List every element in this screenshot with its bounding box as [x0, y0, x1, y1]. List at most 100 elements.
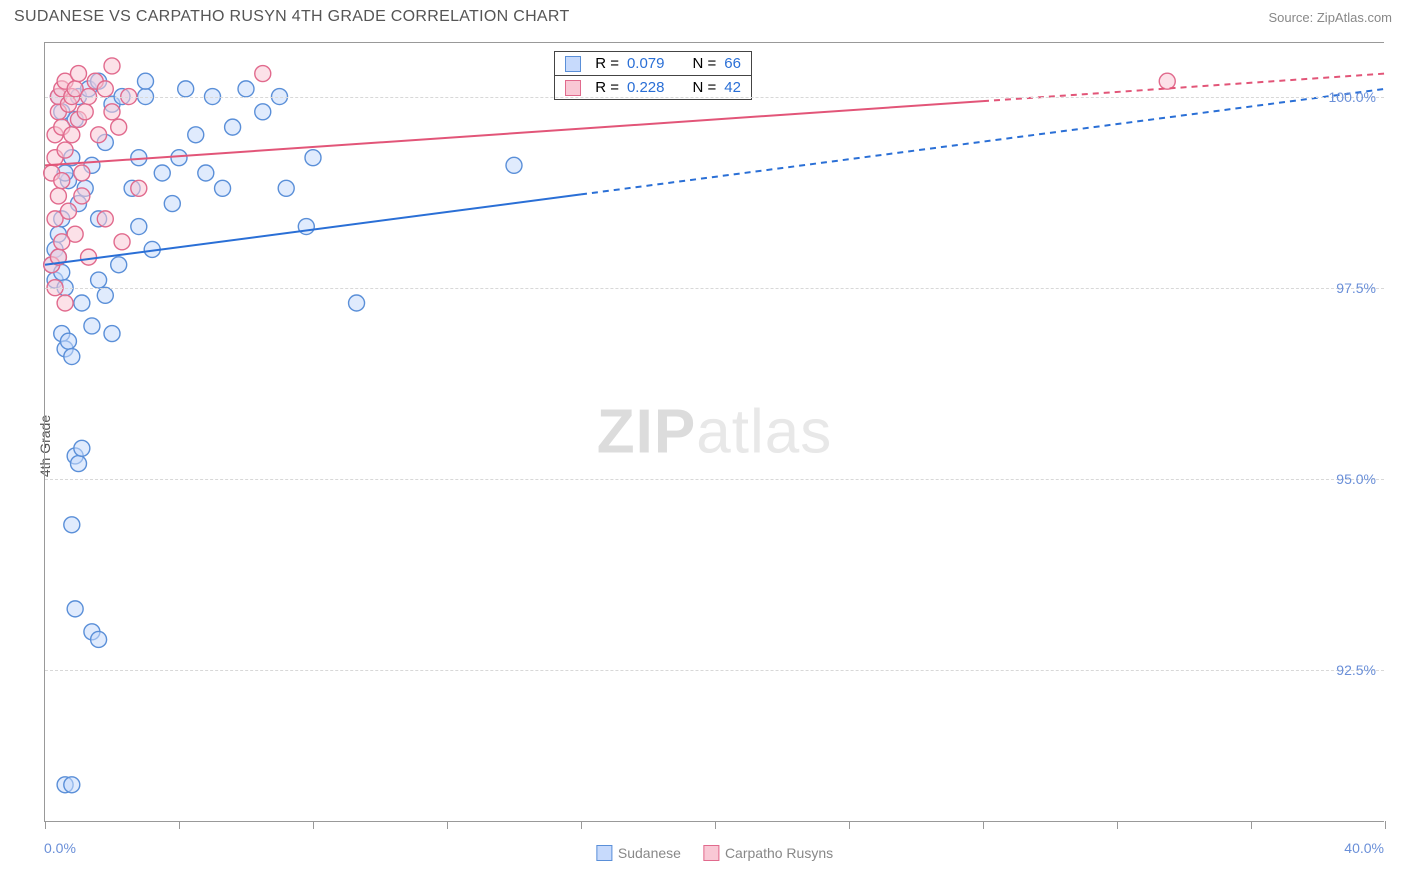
data-point	[57, 295, 73, 311]
data-point	[154, 165, 170, 181]
legend-label-sudanese: Sudanese	[618, 845, 681, 861]
stat-r-label: R =	[595, 55, 619, 72]
data-point	[255, 104, 271, 120]
legend-swatch-sudanese	[596, 845, 612, 861]
data-point	[60, 203, 76, 219]
data-point	[64, 127, 80, 143]
x-tick	[1385, 821, 1386, 829]
y-tick-label: 100.0%	[1329, 89, 1376, 105]
chart-title: SUDANESE VS CARPATHO RUSYN 4TH GRADE COR…	[14, 8, 570, 26]
x-tick	[849, 821, 850, 829]
data-point	[57, 142, 73, 158]
data-point	[171, 150, 187, 166]
x-max-label: 40.0%	[1344, 840, 1384, 856]
data-point	[71, 66, 87, 82]
plot-area: ZIPatlas R =0.079N =66R =0.228N =42 Suda…	[44, 42, 1384, 822]
data-point	[74, 188, 90, 204]
gridline	[45, 479, 1384, 480]
trend-line-dashed	[581, 89, 1385, 195]
data-point	[278, 180, 294, 196]
x-tick	[1117, 821, 1118, 829]
x-tick	[1251, 821, 1252, 829]
stat-row: R = 0.079 N = 66	[555, 52, 751, 76]
y-tick-label: 95.0%	[1336, 471, 1376, 487]
data-point	[67, 601, 83, 617]
chart-header: SUDANESE VS CARPATHO RUSYN 4TH GRADE COR…	[0, 0, 1406, 32]
stat-swatch	[565, 56, 581, 72]
data-point	[71, 456, 87, 472]
data-point	[349, 295, 365, 311]
data-point	[97, 287, 113, 303]
x-tick	[715, 821, 716, 829]
data-point	[54, 173, 70, 189]
data-point	[54, 234, 70, 250]
data-point	[50, 188, 66, 204]
data-point	[64, 349, 80, 365]
stat-n-label: N =	[693, 55, 717, 72]
data-point	[138, 73, 154, 89]
data-point	[178, 81, 194, 97]
data-point	[64, 777, 80, 793]
legend-label-carpatho: Carpatho Rusyns	[725, 845, 833, 861]
data-point	[97, 81, 113, 97]
data-point	[60, 333, 76, 349]
stat-n-label: N =	[693, 79, 717, 96]
trend-line	[45, 101, 983, 165]
data-point	[1159, 73, 1175, 89]
data-point	[74, 295, 90, 311]
data-point	[81, 249, 97, 265]
stat-swatch	[565, 80, 581, 96]
data-point	[64, 517, 80, 533]
data-point	[305, 150, 321, 166]
legend: Sudanese Carpatho Rusyns	[596, 845, 833, 861]
stat-r-value: 0.079	[627, 55, 665, 72]
data-point	[114, 234, 130, 250]
data-point	[74, 165, 90, 181]
x-min-label: 0.0%	[44, 840, 76, 856]
data-point	[215, 180, 231, 196]
chart-source: Source: ZipAtlas.com	[1268, 10, 1392, 25]
data-point	[91, 127, 107, 143]
gridline	[45, 670, 1384, 671]
trend-line	[45, 194, 581, 264]
legend-item-carpatho: Carpatho Rusyns	[703, 845, 833, 861]
data-point	[91, 631, 107, 647]
data-point	[131, 180, 147, 196]
data-point	[77, 104, 93, 120]
x-tick	[581, 821, 582, 829]
x-tick	[45, 821, 46, 829]
data-point	[104, 104, 120, 120]
data-point	[84, 318, 100, 334]
data-point	[198, 165, 214, 181]
data-point	[506, 157, 522, 173]
correlation-stat-box: R = 0.079 N = 66 R = 0.228 N = 42	[554, 51, 752, 100]
data-point	[74, 440, 90, 456]
x-tick	[447, 821, 448, 829]
data-point	[225, 119, 241, 135]
data-point	[104, 58, 120, 74]
x-tick	[983, 821, 984, 829]
data-point	[188, 127, 204, 143]
stat-r-label: R =	[595, 79, 619, 96]
stat-n-value: 42	[724, 79, 741, 96]
data-point	[91, 272, 107, 288]
x-tick	[313, 821, 314, 829]
data-point	[238, 81, 254, 97]
y-tick-label: 97.5%	[1336, 280, 1376, 296]
data-point	[111, 119, 127, 135]
legend-swatch-carpatho	[703, 845, 719, 861]
data-point	[111, 257, 127, 273]
data-point	[164, 196, 180, 212]
data-point	[97, 211, 113, 227]
gridline	[45, 97, 1384, 98]
data-point	[131, 219, 147, 235]
x-tick	[179, 821, 180, 829]
stat-n-value: 66	[724, 55, 741, 72]
y-tick-label: 92.5%	[1336, 662, 1376, 678]
gridline	[45, 288, 1384, 289]
stat-r-value: 0.228	[627, 79, 665, 96]
svg-layer	[45, 43, 1384, 821]
data-point	[104, 326, 120, 342]
data-point	[255, 66, 271, 82]
legend-item-sudanese: Sudanese	[596, 845, 681, 861]
